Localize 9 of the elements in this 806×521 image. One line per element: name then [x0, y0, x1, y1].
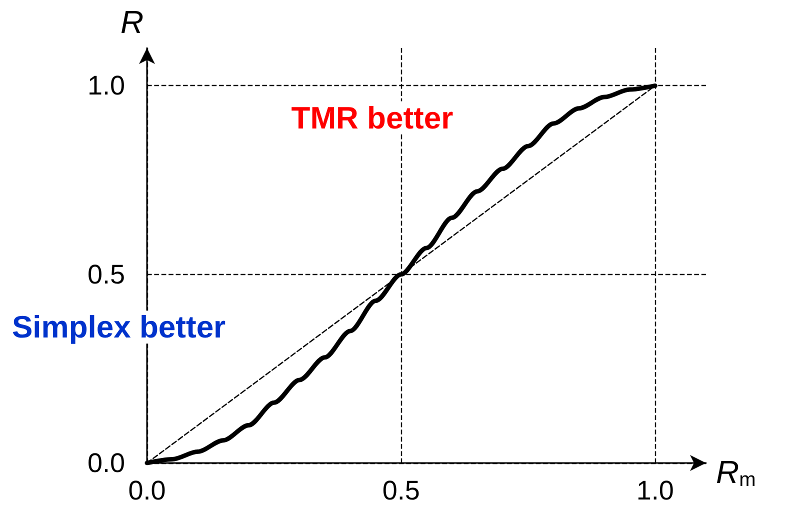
x-tick-label: 0.0: [128, 476, 166, 506]
annotation: Simplex better: [12, 310, 226, 345]
x-tick-label: 1.0: [636, 476, 674, 506]
y-tick-label: 0.0: [87, 448, 125, 478]
x-tick-label: 0.5: [382, 476, 420, 506]
y-axis-title: R: [120, 4, 144, 40]
y-tick-label: 1.0: [87, 70, 125, 101]
y-tick-label: 0.5: [87, 259, 125, 290]
annotation: TMR better: [291, 100, 454, 136]
